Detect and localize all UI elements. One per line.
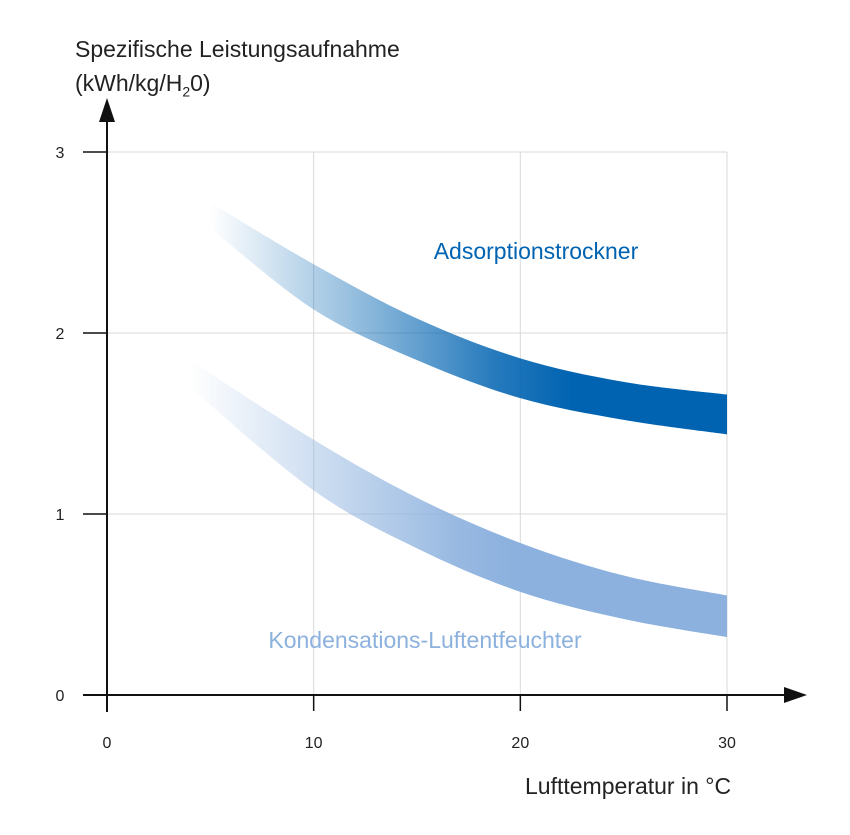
y-axis-unit-sub: 2 bbox=[182, 83, 191, 100]
tick-labels: 0 10 20 30 0 1 2 3 bbox=[56, 145, 736, 752]
series-band-1 bbox=[189, 360, 727, 638]
x-tick-label: 10 bbox=[305, 735, 323, 752]
x-tick-label: 0 bbox=[103, 735, 112, 752]
series-label-1: Kondensations-Luftentfeuchter bbox=[268, 627, 582, 653]
x-tick-label: 30 bbox=[718, 735, 736, 752]
y-tick-label: 2 bbox=[56, 326, 65, 343]
y-axis-unit-post: 0) bbox=[190, 70, 211, 96]
x-axis-arrow bbox=[784, 687, 807, 703]
series-labels: Adsorptionstrockner Kondensations-Luftent… bbox=[268, 238, 638, 653]
y-tick-label: 0 bbox=[56, 688, 65, 705]
y-tick-label: 1 bbox=[56, 507, 65, 524]
y-axis-label-line2: (kWh/kg/H20) bbox=[75, 66, 400, 109]
y-axis-label-line1: Spezifische Leistungsaufnahme bbox=[75, 36, 400, 62]
x-axis-label: Lufttemperatur in °C bbox=[525, 773, 732, 799]
series-label-0: Adsorptionstrockner bbox=[434, 238, 639, 264]
y-tick-label: 3 bbox=[56, 145, 65, 162]
y-axis-unit-pre: (kWh/kg/H bbox=[75, 70, 183, 96]
y-axis-arrow bbox=[99, 98, 115, 122]
series-bands bbox=[189, 202, 728, 638]
y-axis-label: Spezifische Leistungsaufnahme (kWh/kg/H2… bbox=[75, 32, 400, 109]
series-band-0 bbox=[210, 202, 728, 435]
axes bbox=[83, 98, 807, 712]
x-tick-label: 20 bbox=[511, 735, 529, 752]
